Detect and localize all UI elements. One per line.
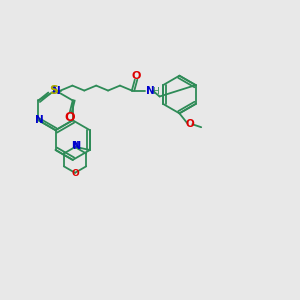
Text: H: H [152, 87, 158, 96]
Text: N: N [146, 85, 154, 96]
Text: O: O [64, 111, 75, 124]
Text: N: N [52, 85, 61, 96]
Text: O: O [131, 71, 140, 81]
Text: N: N [35, 115, 44, 125]
Text: S: S [49, 84, 58, 97]
Text: N: N [72, 141, 80, 151]
Text: O: O [186, 119, 195, 129]
Text: N: N [71, 141, 79, 150]
Text: O: O [71, 169, 79, 178]
